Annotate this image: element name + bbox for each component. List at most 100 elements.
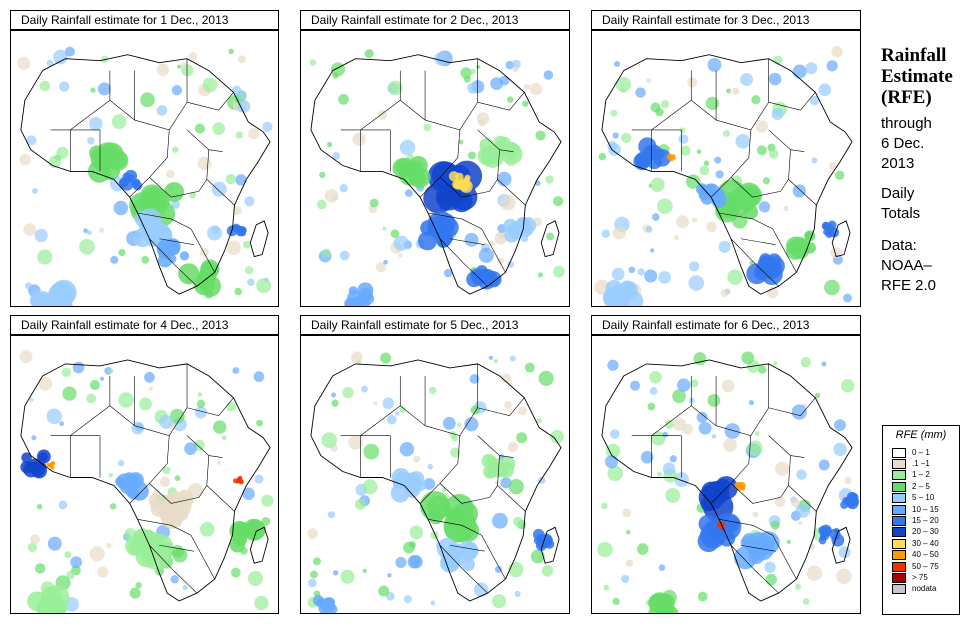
madagascar-outline — [540, 526, 560, 564]
legend-swatch — [892, 504, 906, 515]
panel-title-3: Daily Rainfall estimate for 3 Dec., 2013 — [591, 10, 861, 30]
rainfall-map-5 — [300, 335, 570, 614]
country-border — [497, 455, 526, 512]
legend-label: 5 – 10 — [912, 493, 935, 503]
legend-item: 30 – 40 — [892, 538, 959, 549]
country-border — [360, 99, 426, 172]
legend-item: 10 – 15 — [892, 504, 959, 515]
coastline — [310, 54, 562, 295]
legend-label: .1 –1 — [912, 459, 930, 469]
country-border — [730, 545, 779, 594]
country-border — [186, 397, 234, 417]
rainfall-field — [597, 351, 860, 613]
country-border — [70, 99, 135, 172]
legend-item: 15 – 20 — [892, 515, 959, 527]
legend-swatch — [892, 470, 906, 481]
source-line-2: RFE 2.0 — [881, 277, 937, 294]
country-border — [70, 405, 135, 478]
country-border — [788, 149, 817, 206]
country-border — [159, 544, 194, 552]
legend-label: 40 – 50 — [912, 550, 939, 560]
country-border — [715, 58, 769, 131]
legend-swatch — [892, 561, 906, 572]
coastline — [601, 54, 853, 295]
country-border — [149, 545, 198, 594]
legend-item: 2 – 5 — [892, 481, 959, 492]
legend-item: 0 – 1 — [892, 447, 959, 458]
country-border — [477, 397, 525, 417]
rainfall-map-1 — [10, 30, 279, 307]
coastline — [20, 54, 271, 295]
country-border — [651, 99, 717, 172]
madagascar-outline — [540, 220, 560, 258]
legend-item: > 75 — [892, 572, 959, 583]
country-border — [449, 544, 485, 552]
country-border — [439, 483, 498, 504]
country-border — [710, 435, 752, 504]
title-line-3: (RFE) — [881, 87, 932, 108]
legend-label: 1 – 2 — [912, 470, 930, 480]
country-border — [730, 238, 779, 287]
legend-swatch — [892, 516, 906, 527]
data-label: Data: — [881, 237, 917, 254]
country-border — [439, 177, 498, 198]
madagascar-outline — [831, 220, 851, 258]
country-border — [424, 58, 478, 131]
legend-item: .1 –1 — [892, 458, 959, 470]
legend-label: 15 – 20 — [912, 516, 939, 526]
madagascar-outline — [249, 526, 269, 564]
panel-title-4: Daily Rainfall estimate for 4 Dec., 2013 — [10, 315, 279, 335]
panel-title-1: Daily Rainfall estimate for 1 Dec., 2013 — [10, 10, 279, 30]
legend-item: 1 – 2 — [892, 470, 959, 481]
rainfall-map-3 — [591, 30, 861, 307]
rainfall-field — [594, 45, 852, 306]
country-border — [439, 238, 488, 287]
country-border — [788, 455, 817, 512]
legend-swatch — [892, 572, 906, 583]
legend-swatch — [892, 493, 906, 504]
legend-swatch — [892, 550, 906, 561]
date-line-1: 6 Dec. — [881, 135, 925, 152]
country-border — [477, 92, 525, 111]
coastline — [310, 359, 562, 602]
title-line-2: Estimate — [881, 66, 953, 87]
rainfall-field — [17, 46, 273, 306]
coastline — [601, 359, 853, 602]
legend-item: nodata — [892, 584, 959, 595]
legend-item: 5 – 10 — [892, 493, 959, 504]
sidebar-info: Rainfall Estimate (RFE) through 6 Dec. 2… — [881, 45, 967, 296]
legend-label: nodata — [912, 584, 937, 594]
legend-item: 20 – 30 — [892, 527, 959, 538]
daily-label: Daily — [881, 185, 915, 202]
country-border — [186, 92, 234, 111]
country-border — [360, 405, 426, 478]
coastline — [20, 359, 271, 602]
legend-swatch — [892, 538, 906, 549]
madagascar-outline — [831, 526, 851, 564]
date-line-2: 2013 — [881, 155, 915, 172]
title-line-1: Rainfall — [881, 45, 947, 66]
rainfall-map-6 — [591, 335, 861, 614]
rainfall-field — [19, 350, 274, 613]
country-border — [419, 129, 461, 198]
legend-item: 50 – 75 — [892, 561, 959, 572]
country-border — [715, 363, 769, 436]
totals-label: Totals — [881, 205, 921, 222]
rainfall-field — [309, 49, 565, 306]
country-border — [206, 455, 235, 512]
country-border — [768, 435, 805, 458]
legend-swatch — [892, 447, 906, 458]
country-border — [159, 238, 194, 245]
country-border — [149, 483, 208, 504]
panel-title-5: Daily Rainfall estimate for 5 Dec., 2013 — [300, 315, 570, 335]
country-border — [651, 405, 717, 478]
country-border — [424, 363, 478, 436]
legend-swatch — [892, 584, 906, 595]
legend-label: 50 – 75 — [912, 561, 939, 571]
country-border — [439, 545, 488, 594]
legend-label: 20 – 30 — [912, 527, 939, 537]
rainfall-map-2 — [300, 30, 570, 307]
legend-swatch — [892, 527, 906, 538]
